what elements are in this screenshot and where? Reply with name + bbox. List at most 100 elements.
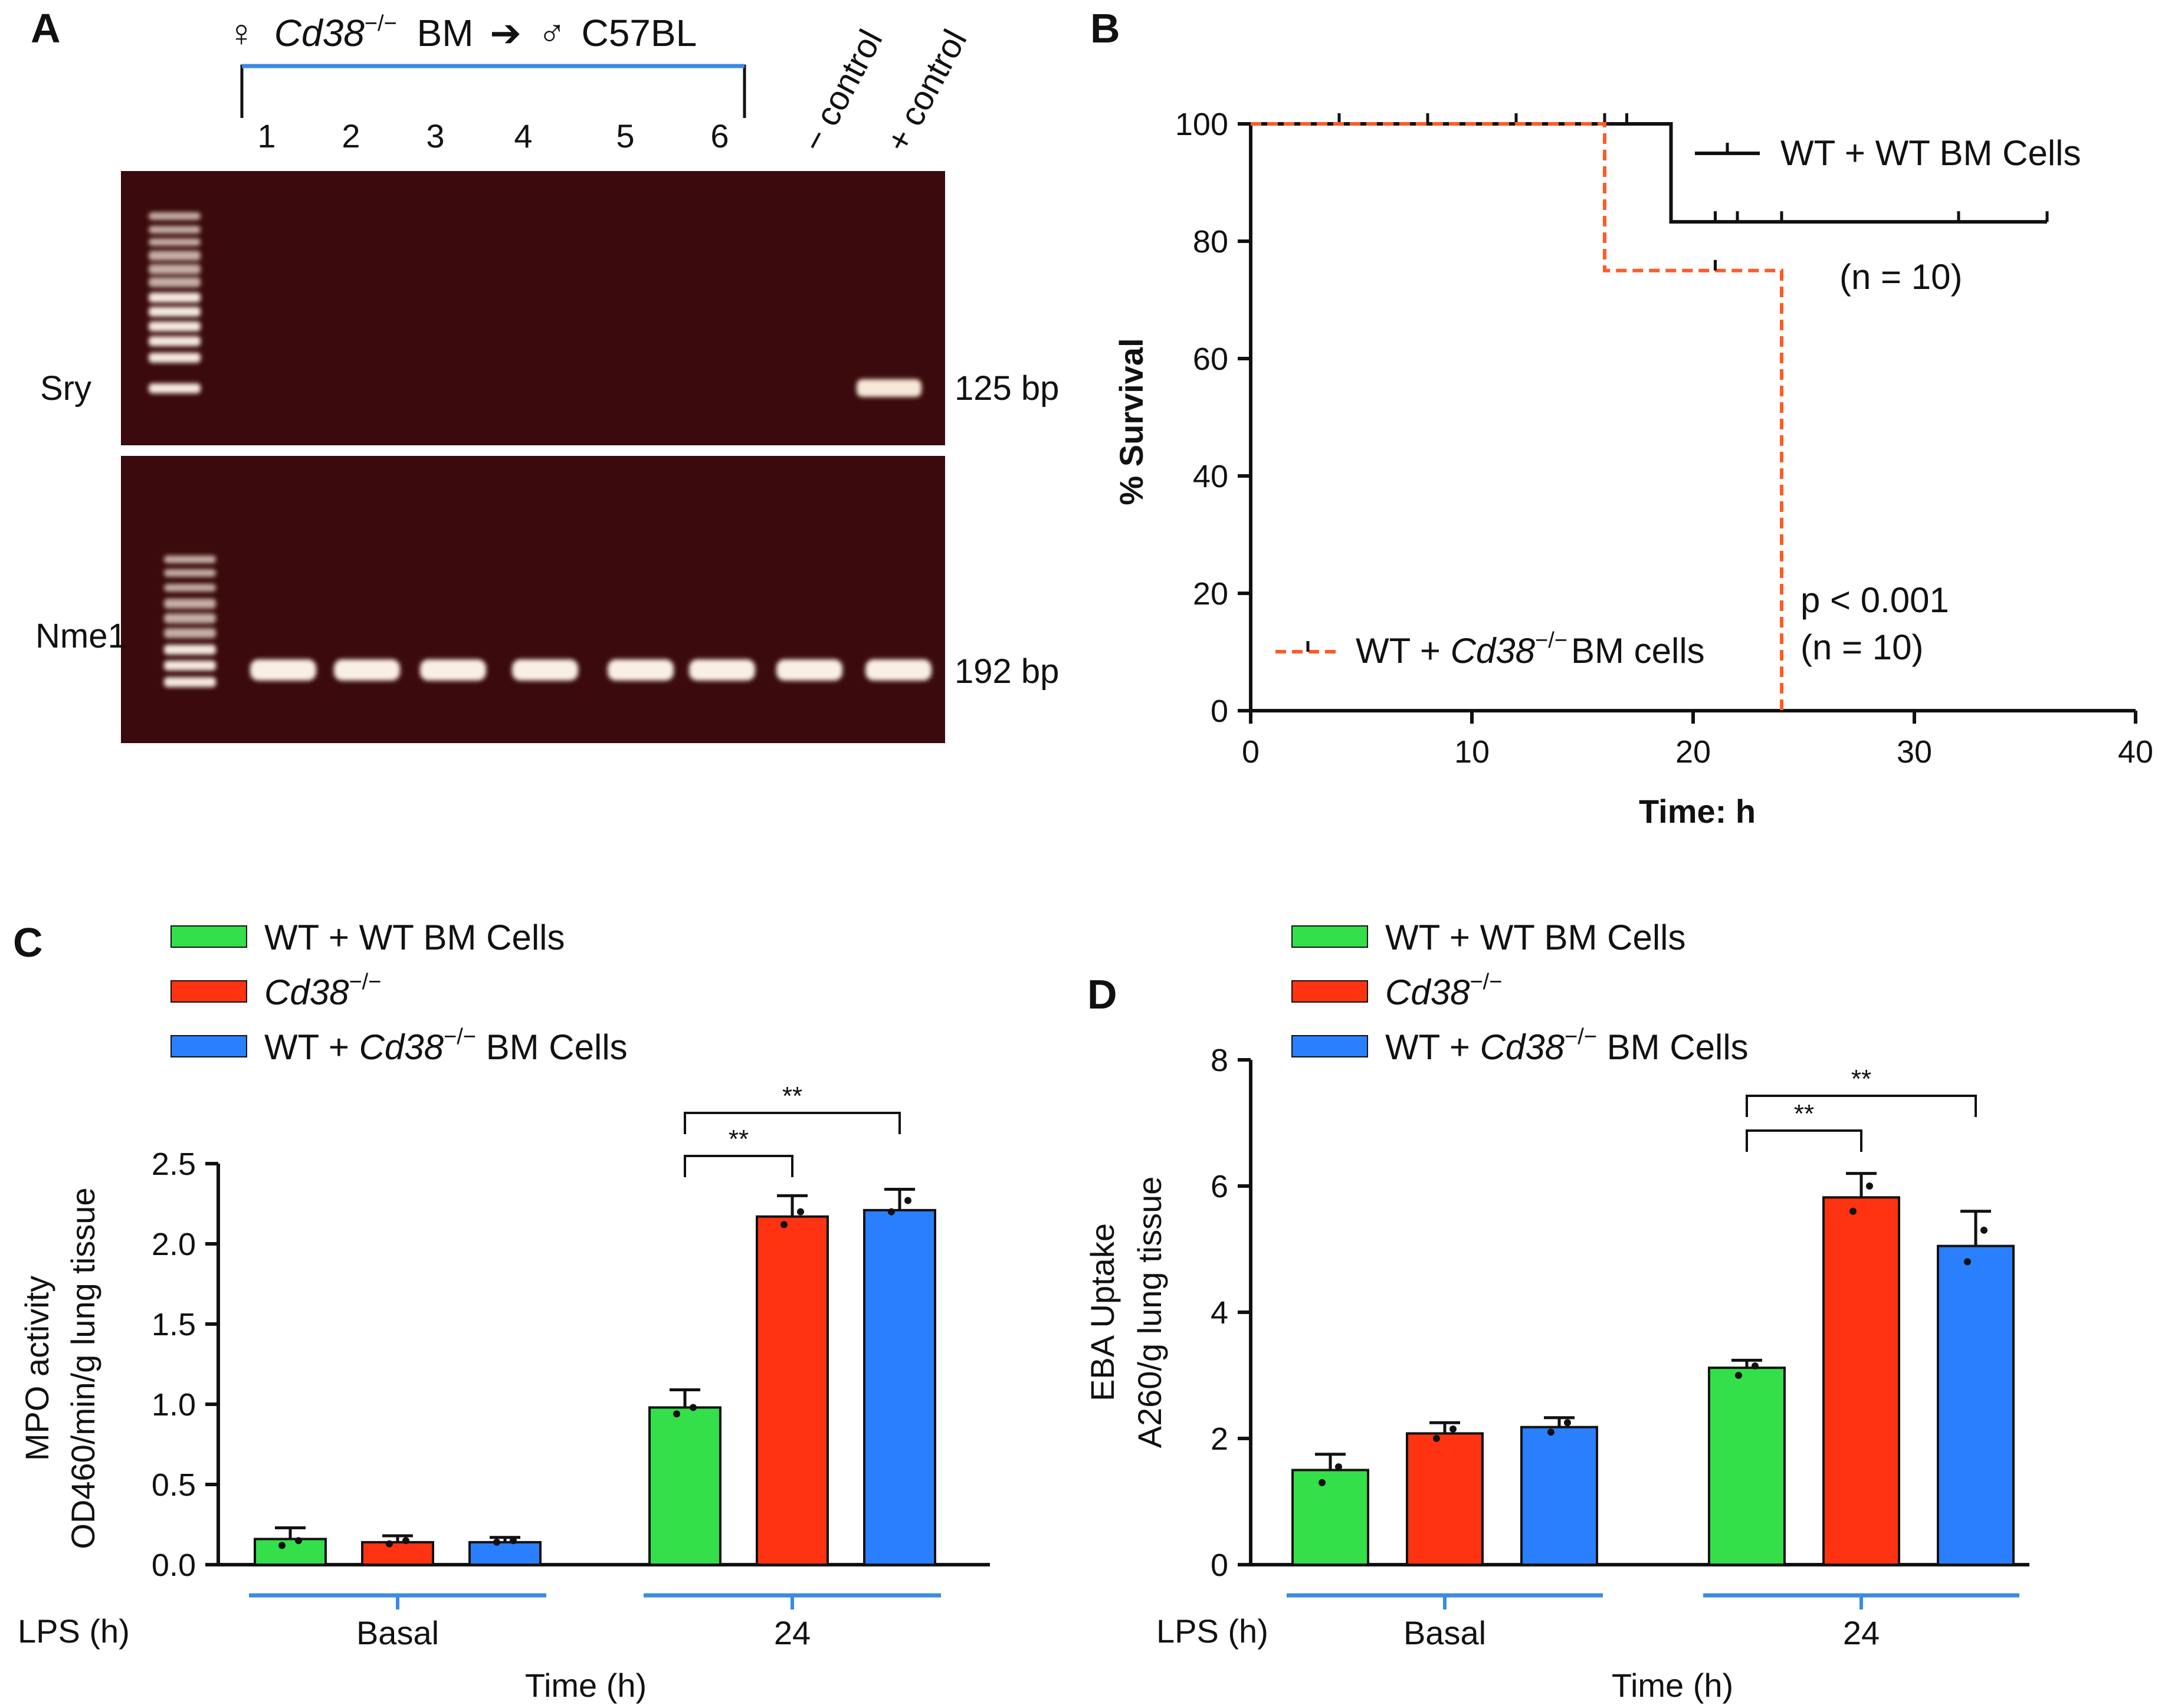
d-sig-label: ** — [1794, 1099, 1814, 1128]
c-y-tick-label: 2.5 — [152, 1147, 196, 1182]
panel-c-label: C — [13, 919, 43, 965]
c-y-tick-label: 1.0 — [152, 1387, 196, 1423]
ladder-band — [164, 584, 216, 592]
title-recipient: C57BL — [581, 12, 697, 54]
d-bar — [1406, 1432, 1484, 1566]
nme1-band — [512, 659, 578, 681]
d-bar — [1937, 1244, 2015, 1566]
legend-label: Cd38−/− — [1385, 970, 1502, 1012]
ladder-band — [149, 353, 201, 363]
c-bar — [863, 1208, 936, 1566]
d-data-point — [1433, 1435, 1440, 1442]
legend-swatch — [1291, 925, 1368, 948]
c-lps-label: LPS (h) — [18, 1612, 130, 1650]
ladder-band — [164, 661, 216, 671]
d-y-title-1: EBA Uptake — [1084, 1223, 1121, 1401]
gel-top — [121, 171, 945, 445]
c-data-point — [493, 1538, 500, 1546]
c-sig-label: ** — [782, 1082, 802, 1111]
b-x-tick-label: 30 — [1897, 734, 1932, 770]
b-curves — [1251, 113, 2049, 711]
gel-bottom-size: 192 bp — [955, 652, 1059, 691]
c-sig-label: ** — [729, 1125, 749, 1154]
d-data-point — [1564, 1419, 1571, 1427]
d-data-point — [1547, 1428, 1554, 1436]
legend-swatch — [170, 980, 247, 1003]
legend-label: Cd38−/− — [264, 970, 381, 1012]
panel-b-label: B — [1090, 5, 1120, 51]
gel-bottom — [121, 456, 945, 743]
lane-label: 6 — [710, 117, 729, 155]
legend-suffix: BM Cells — [476, 1027, 628, 1067]
d-bars — [1291, 1172, 2015, 1566]
km-curve-cd38 — [1251, 122, 1783, 711]
ladder-bottom — [164, 556, 216, 687]
legend-italic: Cd38 — [1480, 1027, 1565, 1067]
d-data-point — [1849, 1207, 1857, 1215]
lane-label: 1 — [257, 117, 276, 155]
b-legend-cd38-sup: −/− — [1535, 628, 1567, 653]
ladder-band — [149, 251, 201, 261]
d-data-point — [1980, 1226, 1988, 1234]
legend-superscript: −/− — [1470, 970, 1502, 994]
nme1-band — [689, 659, 755, 681]
title-strain: Cd38 — [274, 12, 365, 54]
ladder-band — [164, 677, 216, 687]
d-y-title-2: A260/g lung tissue — [1131, 1177, 1168, 1448]
d-y-tick-label: 0 — [1211, 1548, 1228, 1583]
female-symbol: ♀ — [227, 12, 255, 54]
b-x-title: Time: h — [1639, 793, 1756, 830]
d-data-point — [1449, 1425, 1457, 1433]
d-bar — [1520, 1425, 1598, 1566]
d-x-title: Time (h) — [1612, 1667, 1733, 1704]
legend-label: WT + WT BM Cells — [1385, 918, 1685, 957]
b-legend-cd38: WT + Cd38−/− BM cells — [1356, 628, 1705, 671]
gel-top-label: Sry — [40, 369, 91, 408]
d-lps-label: LPS (h) — [1156, 1612, 1268, 1650]
d-y-tick-label: 2 — [1211, 1421, 1228, 1457]
c-bar — [361, 1541, 434, 1566]
c-y-title-2: OD460/min/g lung tissue — [64, 1187, 101, 1549]
legend-swatch — [1291, 1035, 1368, 1057]
b-y-tick-label: 0 — [1211, 694, 1228, 729]
nme1-band — [420, 659, 486, 681]
c-data-point — [295, 1537, 302, 1545]
c-bar — [756, 1215, 829, 1566]
c-categories: Basal 24 — [249, 1593, 941, 1651]
d-y-tick-label: 4 — [1211, 1295, 1228, 1331]
b-y-title: % Survival — [1113, 338, 1150, 505]
c-bar — [254, 1538, 327, 1566]
d-data-point — [1752, 1362, 1759, 1369]
km-curve-wt — [1251, 122, 2047, 224]
nme1-band — [250, 659, 316, 681]
c-data-point — [510, 1537, 517, 1545]
d-categories: Basal 24 — [1287, 1593, 2019, 1651]
ladder-band — [149, 212, 201, 220]
c-y-tick-label: 1.5 — [152, 1307, 196, 1342]
c-y-tick-label: 0.5 — [152, 1467, 196, 1503]
c-data-point — [797, 1208, 804, 1216]
ladder-band — [164, 569, 216, 577]
title-arrow: ➔ — [490, 12, 522, 54]
c-data-point — [780, 1221, 788, 1229]
pos-control-label: + control — [878, 24, 975, 158]
gel-top-size: 125 bp — [955, 369, 1059, 408]
title-superscript: −/− — [365, 11, 397, 36]
lane-label: 5 — [616, 117, 634, 155]
d-data-point — [1964, 1258, 1971, 1266]
c-x-title: Time (h) — [525, 1667, 647, 1704]
legend-italic: Cd38 — [264, 973, 349, 1012]
b-legend-cd38-italic: Cd38 — [1451, 631, 1536, 671]
legend-superscript: −/− — [1565, 1024, 1597, 1049]
male-symbol: ♂ — [538, 12, 566, 54]
d-significance: ** ** — [1746, 1065, 1977, 1152]
panel-b: B 0 20 40 60 80 100 0 10 20 30 40 % Survival Time… — [1090, 5, 2153, 830]
b-y-tick-label: 20 — [1193, 576, 1228, 612]
ladder-band — [149, 336, 201, 346]
ladder-top — [149, 212, 201, 393]
c-sig-bracket — [684, 1155, 793, 1177]
b-legend-wt: WT + WT BM Cells — [1780, 133, 2081, 173]
